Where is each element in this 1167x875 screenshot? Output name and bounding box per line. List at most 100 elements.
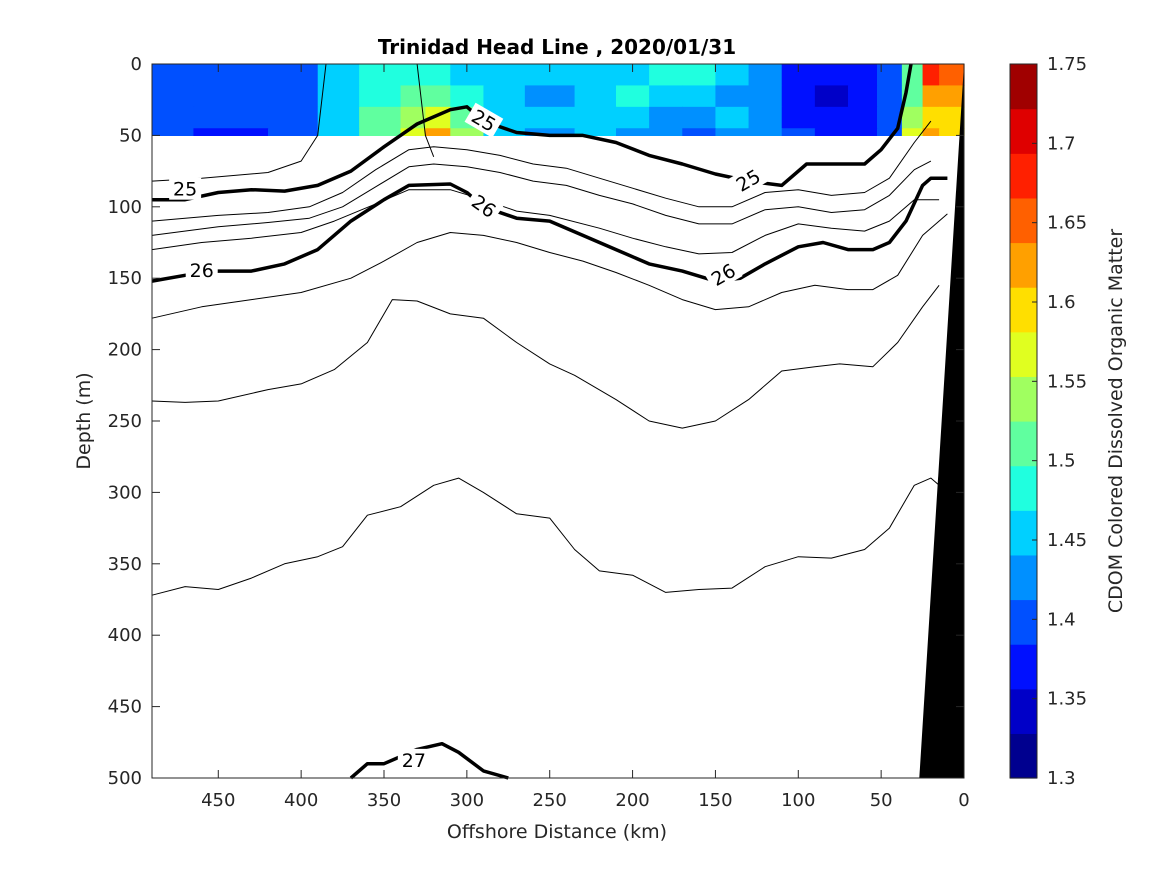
colorbar-segment	[1010, 510, 1037, 556]
cdom-cell	[649, 128, 683, 136]
cdom-cell	[425, 85, 451, 108]
colorbar-segment	[1010, 421, 1037, 467]
contour-label-bg	[397, 748, 430, 771]
cdom-cell	[524, 64, 576, 87]
cdom-cell	[814, 85, 849, 108]
colorbar-tick-label: 1.45	[1047, 530, 1087, 551]
contour-label: 25	[728, 162, 768, 198]
cdom-cell	[877, 128, 903, 136]
colorbar-segment	[1010, 242, 1037, 288]
cdom-cell	[649, 64, 683, 87]
colorbar-segment	[1010, 153, 1037, 199]
cdom-cell	[317, 106, 360, 129]
cdom-cell	[748, 106, 783, 129]
density-contour	[151, 213, 948, 319]
cdom-cell	[848, 85, 878, 108]
colorbar-segment	[1010, 644, 1037, 690]
contour-label-bg	[728, 162, 768, 198]
cdom-cell	[715, 85, 750, 108]
colorbar-segment	[1010, 331, 1037, 377]
y-tick-label: 0	[131, 54, 142, 75]
cdom-cell	[848, 106, 878, 129]
density-contour	[416, 63, 435, 157]
contour-label-bg	[464, 187, 504, 225]
cdom-cell	[922, 64, 940, 87]
density-contour	[151, 284, 940, 429]
density-contour	[151, 160, 932, 236]
cdom-cell	[359, 106, 402, 129]
colorbar-tick-label: 1.55	[1047, 371, 1087, 392]
cdom-cell	[848, 128, 878, 136]
x-tick-label: 300	[450, 790, 484, 811]
x-tick-label: 150	[698, 790, 732, 811]
chart-title: Trinidad Head Line , 2020/01/31	[378, 35, 736, 59]
x-tick-label: 200	[615, 790, 649, 811]
colorbar-tick-label: 1.75	[1047, 54, 1087, 75]
y-tick-label: 500	[108, 768, 142, 789]
cdom-cell	[483, 85, 526, 108]
cdom-cell	[152, 128, 195, 136]
cdom-cell	[814, 106, 849, 129]
contour-label: 27	[397, 748, 430, 772]
cdom-cell	[616, 128, 650, 136]
cdom-cell	[922, 106, 940, 129]
cdom-cell	[922, 85, 940, 108]
x-tick-label: 450	[201, 790, 235, 811]
contour-label-text: 25	[173, 179, 197, 201]
cdom-cell	[359, 85, 402, 108]
contour-label-text: 26	[190, 260, 214, 282]
cdom-cell	[781, 128, 816, 136]
colorbar-tick-label: 1.35	[1047, 689, 1087, 710]
y-axis: 0 50 100 150 200 250 300 350 400 450 500	[108, 54, 964, 789]
cdom-cell	[748, 128, 783, 136]
y-tick-label: 100	[108, 197, 142, 218]
cdom-cell	[152, 106, 195, 129]
y-tick-label: 150	[108, 268, 142, 289]
cdom-cell	[359, 64, 402, 87]
cdom-cell	[268, 128, 319, 136]
cdom-cell	[814, 64, 849, 87]
density-contour	[349, 741, 509, 780]
colorbar-tick-label: 1.65	[1047, 213, 1087, 234]
contour-label: 26	[703, 256, 743, 293]
contour-label-bg	[169, 177, 202, 200]
y-tick-label: 450	[108, 697, 142, 718]
y-tick-label: 300	[108, 482, 142, 503]
contour-label-bg	[185, 259, 218, 282]
x-tick-label: 400	[284, 790, 318, 811]
cdom-cell	[268, 64, 319, 87]
x-axis-title: Offshore Distance (km)	[447, 821, 667, 843]
cdom-cell	[748, 64, 783, 87]
cdom-cell	[682, 64, 717, 87]
y-tick-label: 350	[108, 554, 142, 575]
x-tick-label: 50	[870, 790, 893, 811]
cdom-cell	[193, 106, 269, 129]
colorbar-segment	[1010, 733, 1037, 779]
colorbar-tick-label: 1.6	[1047, 292, 1076, 313]
cdom-cell	[450, 85, 485, 108]
cdom-cell	[939, 128, 965, 136]
cdom-cell	[450, 64, 485, 87]
cdom-cell	[649, 85, 683, 108]
colorbar-tick-label: 1.3	[1047, 768, 1076, 789]
cdom-cell	[715, 64, 750, 87]
cdom-cell	[682, 128, 717, 136]
cdom-cell	[400, 64, 427, 87]
cdom-cell	[317, 85, 360, 108]
cdom-cell	[193, 85, 269, 108]
plot-frame	[151, 63, 965, 779]
cdom-cell	[649, 106, 683, 129]
y-tick-label: 400	[108, 625, 142, 646]
cdom-cell	[748, 85, 783, 108]
cdom-cell	[450, 128, 485, 136]
cdom-cell	[781, 85, 816, 108]
cdom-cell	[616, 64, 650, 87]
cdom-cell	[715, 106, 750, 129]
cdom-cell	[922, 128, 940, 136]
cdom-cell	[524, 85, 576, 108]
contour-label: 26	[185, 259, 218, 282]
colorbar-segment	[1010, 108, 1037, 154]
y-tick-label: 250	[108, 411, 142, 432]
